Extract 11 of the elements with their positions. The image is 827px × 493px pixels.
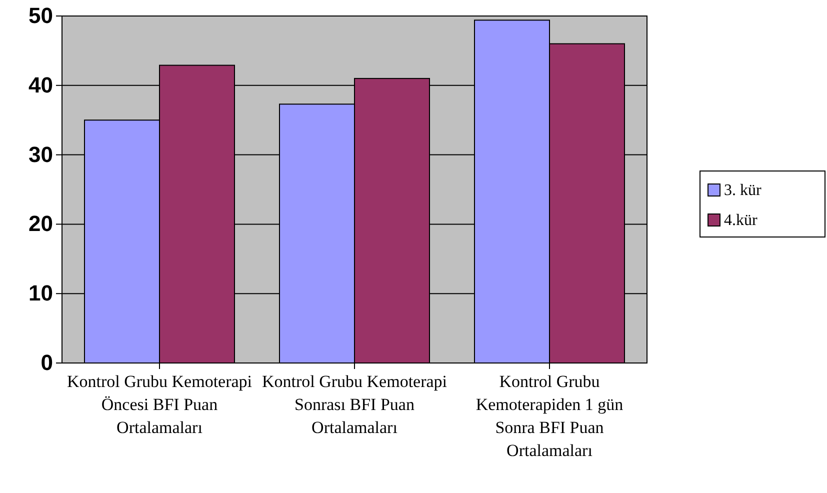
legend-label: 3. kür	[724, 182, 762, 199]
y-tick-label: 50	[28, 3, 53, 28]
y-tick-label: 40	[28, 72, 53, 98]
x-tick-label: Kontrol Grubu Kemoterapi Öncesi BFI Puan Ortalamaları	[66, 372, 252, 437]
y-tick-label: 20	[28, 211, 53, 236]
y-tick-label: 0	[40, 350, 53, 376]
x-tick-label: Kontrol Grubu Kemoterapiden 1 gün Sonra BFI Puan Ortalamaları	[476, 372, 624, 460]
legend-label: 4.kür	[724, 212, 758, 229]
y-tick-label: 10	[28, 280, 53, 306]
x-tick-label: Kontrol Grubu Kemoterapi Sonrası BFI Puan Ortalamaları	[262, 372, 448, 437]
y-tick-label: 30	[28, 142, 53, 167]
